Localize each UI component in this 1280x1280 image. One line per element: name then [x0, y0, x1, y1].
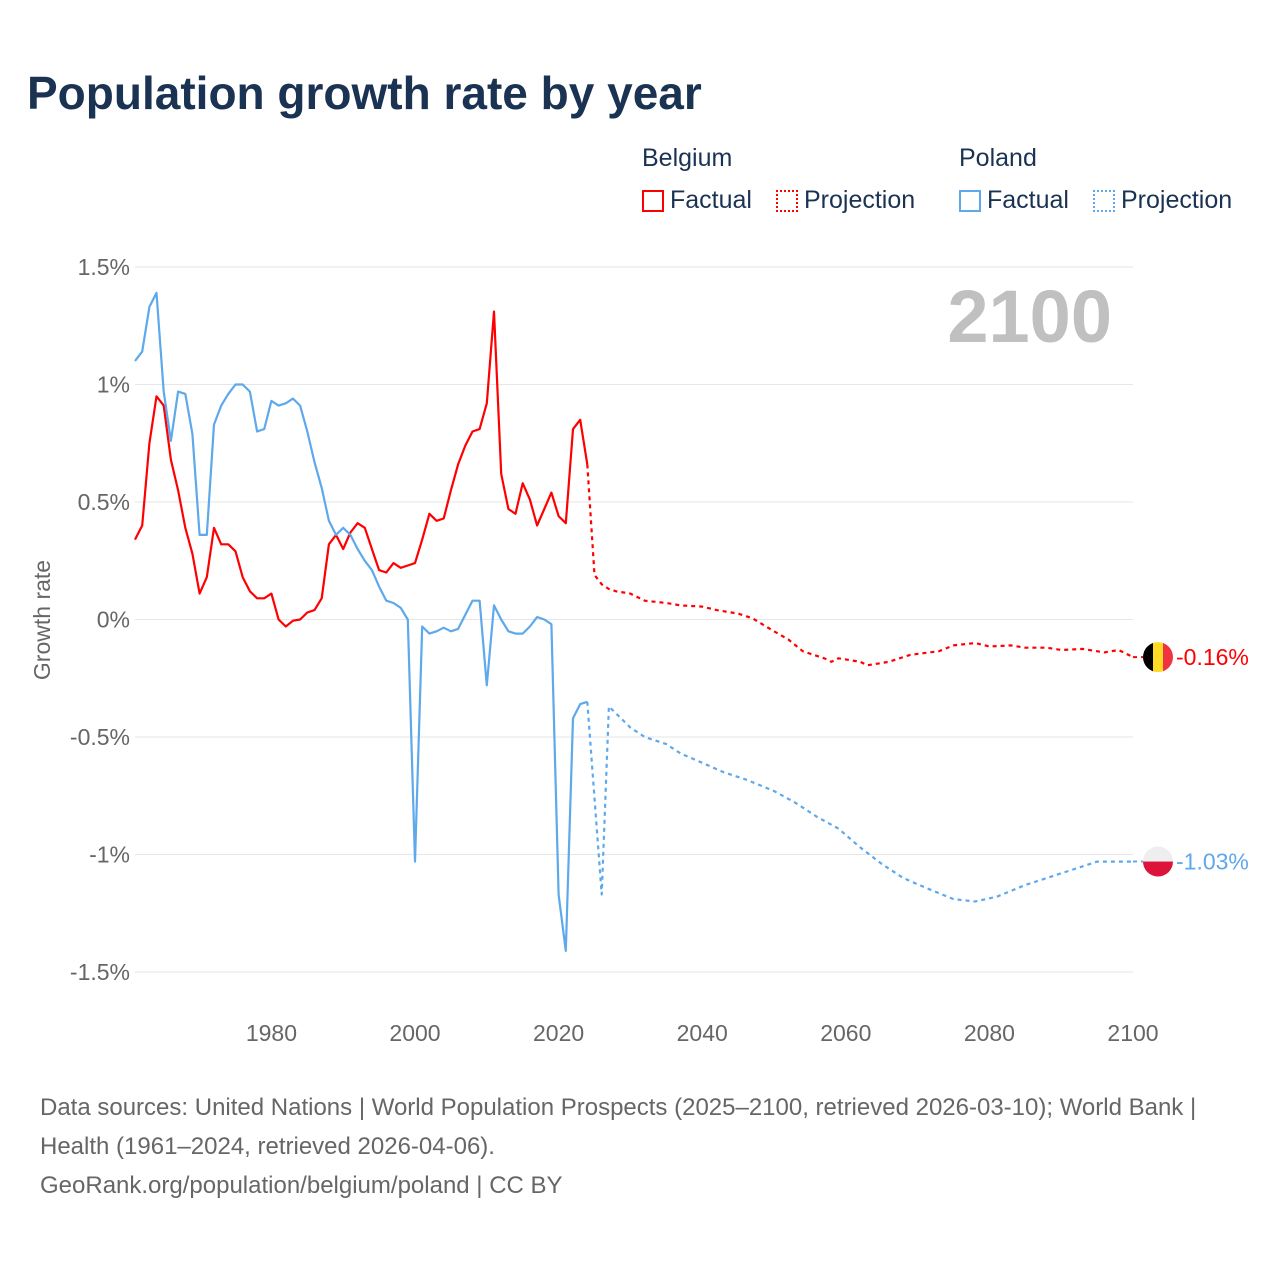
source-link[interactable]: GeoRank.org/population/belgium/poland | …	[40, 1172, 563, 1199]
legend-swatch-solid	[642, 189, 664, 212]
legend-swatch-solid	[959, 189, 981, 212]
x-tick-label: 2100	[1107, 1020, 1158, 1046]
legend-group-belgium: Belgium	[642, 144, 733, 172]
legend-label: Factual	[987, 186, 1069, 214]
x-tick-label: 2000	[389, 1020, 440, 1046]
chart-title: Population growth rate by year	[27, 67, 702, 119]
y-tick-label: 1%	[97, 372, 130, 398]
footer: Data sources: United Nations | World Pop…	[40, 1088, 1240, 1205]
legend-poland-factual[interactable]: Factual	[959, 186, 1069, 215]
legend-swatch-dotted	[776, 189, 798, 212]
y-tick-label: 0.5%	[78, 489, 130, 515]
x-tick-label: 2060	[820, 1020, 871, 1046]
data-sources: Data sources: United Nations | World Pop…	[40, 1094, 1197, 1160]
y-tick-label: -1.5%	[70, 959, 130, 985]
end-value-label: -0.16%	[1176, 644, 1249, 670]
belgium-flag-icon	[1143, 642, 1173, 673]
legend-label: Projection	[804, 186, 916, 214]
legend-belgium-factual[interactable]: Factual	[642, 186, 752, 215]
end-value-label: -1.03%	[1176, 849, 1249, 875]
x-tick-label: 2020	[533, 1020, 584, 1046]
poland-flag-icon	[1143, 846, 1173, 877]
legend-swatch-dotted	[1093, 189, 1115, 212]
y-axis-label: Growth rate	[29, 560, 55, 680]
x-tick-label: 2080	[964, 1020, 1015, 1046]
legend-group-poland: Poland	[959, 144, 1037, 172]
poland-projection-line	[586, 701, 1133, 903]
y-tick-label: -0.5%	[70, 724, 130, 750]
legend-label: Projection	[1121, 186, 1233, 214]
belgium-factual-line	[134, 310, 589, 628]
y-tick-label: 1.5%	[78, 254, 130, 280]
legend-label: Factual	[670, 186, 752, 214]
x-tick-label: 2040	[677, 1020, 728, 1046]
year-watermark: 2100	[947, 275, 1112, 358]
y-tick-label: -1%	[89, 842, 130, 868]
legend-belgium-projection[interactable]: Projection	[776, 186, 915, 215]
legend-poland-projection[interactable]: Projection	[1093, 186, 1232, 215]
poland-factual-line	[134, 291, 588, 952]
belgium-projection-line	[586, 464, 1134, 667]
y-tick-label: 0%	[97, 607, 130, 633]
x-tick-label: 1980	[246, 1020, 297, 1046]
